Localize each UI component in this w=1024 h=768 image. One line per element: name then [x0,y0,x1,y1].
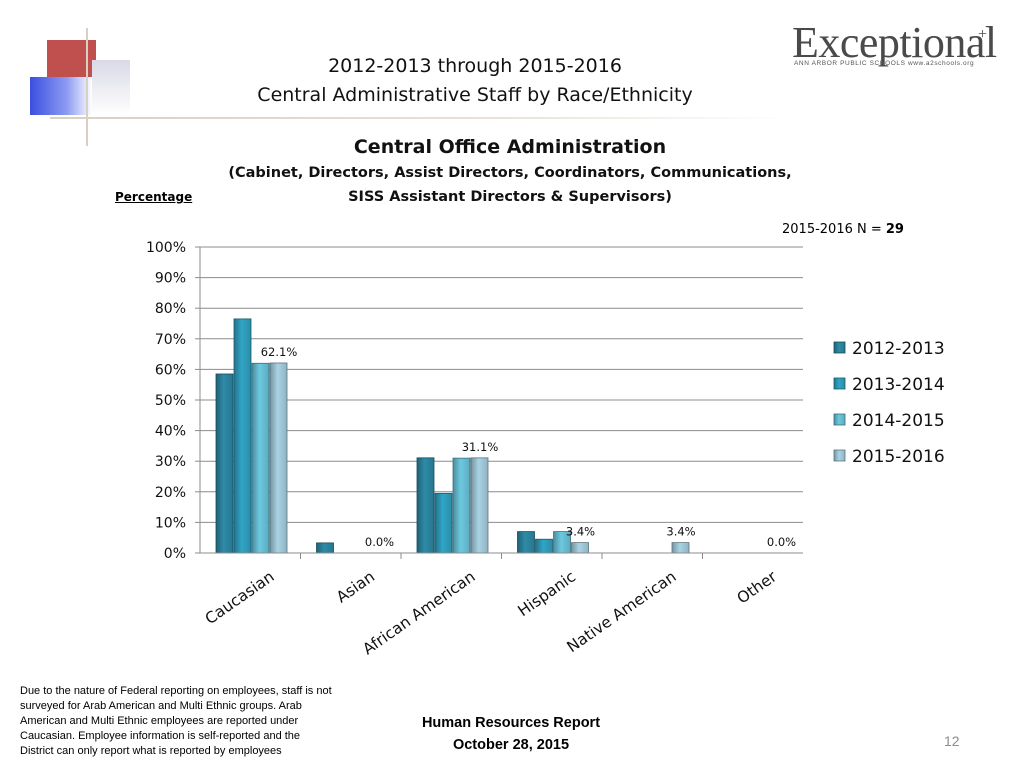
legend-label: 2013-2014 [852,375,945,395]
data-label: 0.0% [767,535,796,549]
data-label: 62.1% [261,345,298,359]
bar [316,542,334,554]
decorative-vertical-line [86,28,88,146]
x-tick-label: Caucasian [202,568,278,629]
x-tick-label: African American [360,568,479,659]
y-tick-label: 50% [155,393,186,409]
logo-wordmark: Exceptional [792,18,997,67]
legend-swatch [833,449,846,462]
sample-size-note: 2015-2016 N = 29 [782,222,904,237]
legend-label: 2012-2013 [852,339,945,359]
bar [233,318,252,554]
y-tick-label: 100% [146,240,186,256]
report-date: October 28, 2015 [452,737,570,753]
legend-swatch [833,377,846,390]
bar [535,538,553,554]
decorative-blue-square [30,77,92,115]
y-tick-label: 40% [155,424,186,440]
x-tick-label: Asian [333,568,378,607]
bar [416,457,435,554]
y-tick-label: 10% [155,515,186,531]
x-tick-label: Other [734,567,781,607]
data-label: 0.0% [365,535,394,549]
bar [571,542,589,554]
logo-subtitle: ANN ARBOR PUBLIC SCHOOLS www.a2schools.o… [794,60,975,67]
footnote-text: Due to the nature of Federal reporting o… [20,685,332,757]
data-label: 31.1% [462,440,499,454]
data-label: 3.4% [566,525,595,539]
bar [470,457,489,554]
bar [517,531,535,554]
y-tick-label: 20% [155,485,186,501]
x-tick-label: Hispanic [515,568,579,621]
y-tick-label: 30% [155,454,186,470]
legend-swatch [833,413,846,426]
chart-subtitle-line1: (Cabinet, Directors, Assist Directors, C… [228,165,792,181]
bar [434,492,453,554]
slide-title-line2: Central Administrative Staff by Race/Eth… [257,84,693,106]
y-axis-label: Percentage [115,190,193,204]
legend-label: 2015-2016 [852,447,945,467]
bar [269,362,288,554]
bar [671,542,690,554]
chart-subtitle-line2: SISS Assistant Directors & Supervisors) [348,189,672,205]
legend-label: 2014-2015 [852,411,945,431]
y-tick-label: 90% [155,271,186,287]
sample-size-value: 29 [885,222,904,237]
page-number: 12 [944,733,960,749]
data-label: 3.4% [666,525,695,539]
y-tick-label: 60% [155,362,186,378]
bar [452,457,471,554]
report-name: Human Resources Report [421,715,601,731]
y-tick-label: 0% [164,546,186,562]
y-tick-label: 70% [155,332,186,348]
y-tick-label: 80% [155,301,186,317]
legend-swatch [833,341,846,354]
x-tick-label: Native American [564,568,680,657]
decorative-grey-square [92,60,130,115]
bar [251,362,270,554]
logo-plus-mark: + [978,26,988,43]
exceptional-logo: Exceptional + ANN ARBOR PUBLIC SCHOOLS w… [792,20,1002,72]
slide-title-line1: 2012-2013 through 2015-2016 [328,55,622,77]
decorative-horizontal-line [50,117,790,119]
chart-title: Central Office Administration [353,136,667,158]
bar [215,373,234,554]
sample-size-label: 2015-2016 N = [782,222,886,237]
